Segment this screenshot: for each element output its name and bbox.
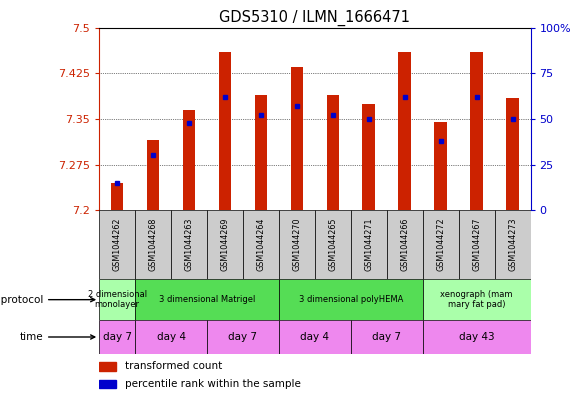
- Text: GSM1044267: GSM1044267: [472, 218, 481, 272]
- Bar: [279, 210, 315, 279]
- Text: transformed count: transformed count: [125, 362, 222, 371]
- Bar: [423, 210, 459, 279]
- Text: day 4: day 4: [300, 332, 329, 342]
- Bar: [99, 380, 117, 388]
- Bar: [506, 97, 519, 210]
- Bar: [219, 52, 231, 210]
- Text: day 43: day 43: [459, 332, 494, 342]
- Bar: [99, 362, 117, 371]
- Text: percentile rank within the sample: percentile rank within the sample: [125, 379, 301, 389]
- Text: day 7: day 7: [372, 332, 401, 342]
- Bar: [423, 320, 531, 354]
- Text: GSM1044271: GSM1044271: [364, 218, 373, 272]
- Text: GSM1044273: GSM1044273: [508, 218, 517, 272]
- Text: GSM1044268: GSM1044268: [149, 218, 157, 271]
- Bar: [243, 210, 279, 279]
- Text: GSM1044272: GSM1044272: [436, 218, 445, 272]
- Bar: [459, 210, 494, 279]
- Bar: [207, 320, 279, 354]
- Text: 3 dimensional Matrigel: 3 dimensional Matrigel: [159, 295, 255, 304]
- Text: growth protocol: growth protocol: [0, 295, 95, 305]
- Bar: [326, 94, 339, 210]
- Bar: [279, 279, 423, 320]
- Text: xenograph (mam
mary fat pad): xenograph (mam mary fat pad): [440, 290, 513, 309]
- Bar: [255, 94, 267, 210]
- Text: day 4: day 4: [156, 332, 185, 342]
- Bar: [290, 67, 303, 210]
- Bar: [470, 52, 483, 210]
- Bar: [111, 183, 124, 210]
- Bar: [207, 210, 243, 279]
- Text: GSM1044265: GSM1044265: [328, 218, 338, 272]
- Text: GSM1044269: GSM1044269: [220, 218, 230, 272]
- Bar: [182, 110, 195, 210]
- Bar: [363, 104, 375, 210]
- Text: day 7: day 7: [229, 332, 258, 342]
- Text: 2 dimensional
monolayer: 2 dimensional monolayer: [87, 290, 147, 309]
- Text: day 7: day 7: [103, 332, 132, 342]
- Title: GDS5310 / ILMN_1666471: GDS5310 / ILMN_1666471: [219, 10, 410, 26]
- Text: GSM1044263: GSM1044263: [184, 218, 194, 271]
- Bar: [99, 210, 135, 279]
- Bar: [147, 140, 159, 210]
- Text: GSM1044266: GSM1044266: [400, 218, 409, 271]
- Bar: [434, 122, 447, 210]
- Bar: [351, 210, 387, 279]
- Bar: [315, 210, 351, 279]
- Bar: [99, 320, 135, 354]
- Bar: [135, 210, 171, 279]
- Bar: [135, 279, 279, 320]
- Text: GSM1044270: GSM1044270: [292, 218, 301, 272]
- Bar: [135, 320, 207, 354]
- Bar: [279, 320, 351, 354]
- Bar: [351, 320, 423, 354]
- Text: time: time: [19, 332, 95, 342]
- Bar: [99, 279, 135, 320]
- Bar: [387, 210, 423, 279]
- Bar: [494, 210, 531, 279]
- Bar: [423, 279, 531, 320]
- Text: GSM1044262: GSM1044262: [113, 218, 122, 272]
- Text: GSM1044264: GSM1044264: [257, 218, 265, 271]
- Bar: [171, 210, 207, 279]
- Text: 3 dimensional polyHEMA: 3 dimensional polyHEMA: [298, 295, 403, 304]
- Bar: [398, 52, 411, 210]
